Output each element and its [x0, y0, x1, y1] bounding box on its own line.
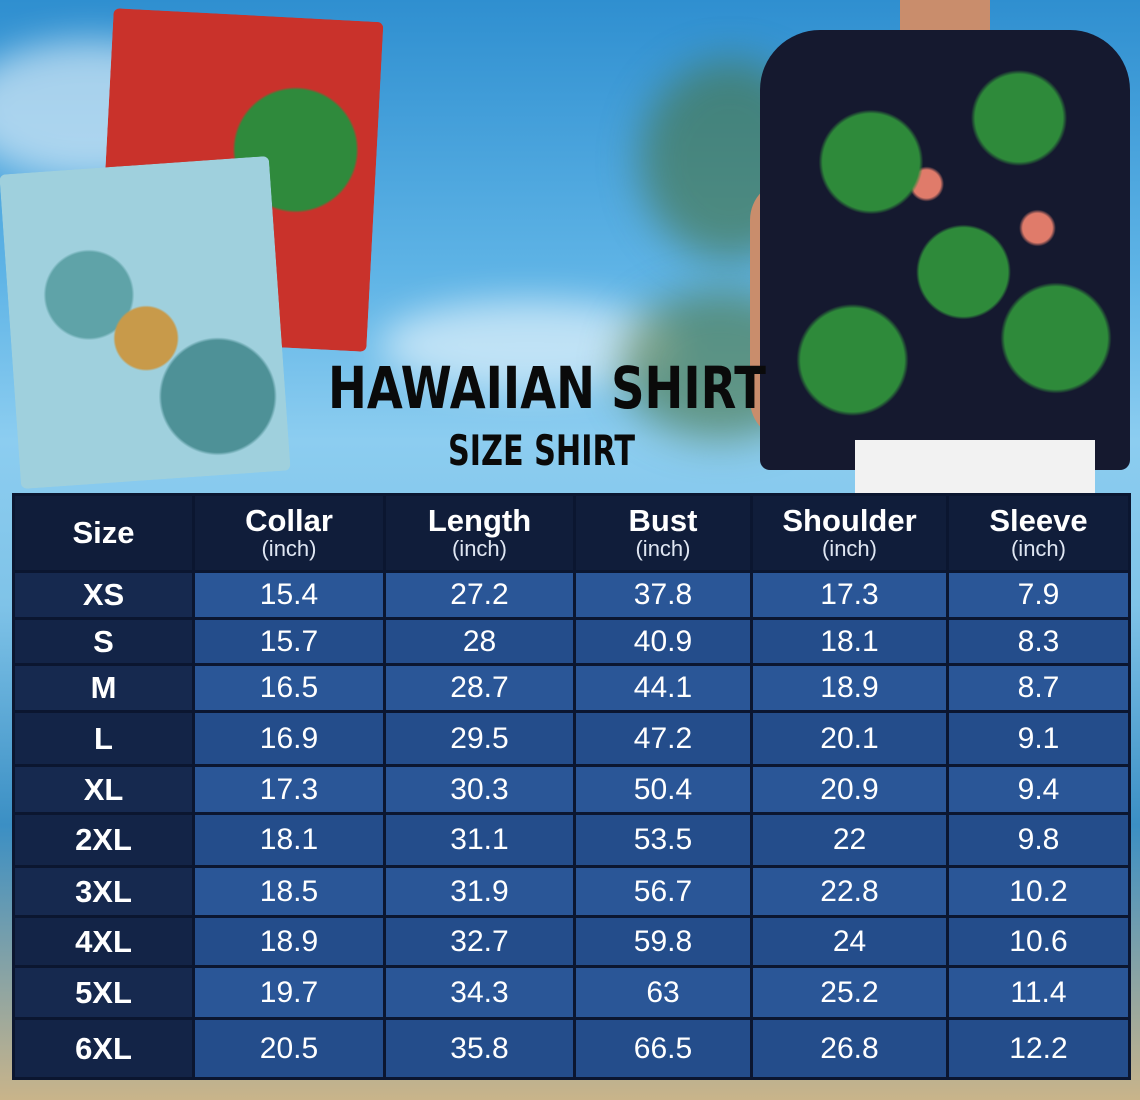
value-cell-length: 31.9	[383, 865, 576, 918]
model-pants	[855, 440, 1095, 500]
table-header-row: Size Collar (inch) Length (inch) Bust (inch) Sh…	[12, 493, 1131, 573]
value-cell-length: 31.1	[383, 812, 576, 868]
table-row: 3XL 18.5 31.9 56.7 22.8 10.2	[12, 865, 1131, 918]
value-cell-shoulder: 18.9	[750, 663, 949, 713]
value-cell-length: 32.7	[383, 915, 576, 968]
size-cell: 6XL	[12, 1017, 195, 1080]
size-table: Size Collar (inch) Length (inch) Bust (inch) Sh…	[12, 493, 1131, 1080]
value-cell-collar: 16.5	[192, 663, 386, 713]
value-cell-length: 28	[383, 617, 576, 666]
value-cell-collar: 15.4	[192, 570, 386, 620]
value-cell-collar: 18.9	[192, 915, 386, 968]
value-cell-bust: 53.5	[573, 812, 753, 868]
value-cell-sleeve: 8.7	[946, 663, 1131, 713]
value-cell-bust: 59.8	[573, 915, 753, 968]
value-cell-bust: 63	[573, 965, 753, 1020]
value-cell-sleeve: 12.2	[946, 1017, 1131, 1080]
value-cell-bust: 47.2	[573, 710, 753, 767]
value-cell-shoulder: 24	[750, 915, 949, 968]
header-unit: (inch)	[451, 536, 507, 561]
table-row: S 15.7 28 40.9 18.1 8.3	[12, 617, 1131, 666]
value-cell-collar: 17.3	[192, 764, 386, 815]
value-cell-shoulder: 22	[750, 812, 949, 868]
page-subtitle: SIZE SHIRT	[448, 426, 636, 475]
size-cell: 3XL	[12, 865, 195, 918]
column-header-length: Length (inch)	[383, 493, 576, 573]
column-header-shoulder: Shoulder (inch)	[750, 493, 949, 573]
size-cell: 5XL	[12, 965, 195, 1020]
value-cell-shoulder: 17.3	[750, 570, 949, 620]
column-header-bust: Bust (inch)	[573, 493, 753, 573]
header-unit: (inch)	[821, 536, 877, 561]
value-cell-shoulder: 25.2	[750, 965, 949, 1020]
folded-blue-shirt-image	[0, 155, 291, 490]
value-cell-sleeve: 9.4	[946, 764, 1131, 815]
table-row: XS 15.4 27.2 37.8 17.3 7.9	[12, 570, 1131, 620]
table-row: 5XL 19.7 34.3 63 25.2 11.4	[12, 965, 1131, 1020]
value-cell-length: 34.3	[383, 965, 576, 1020]
value-cell-collar: 18.1	[192, 812, 386, 868]
size-cell: 4XL	[12, 915, 195, 968]
value-cell-collar: 18.5	[192, 865, 386, 918]
size-cell: 2XL	[12, 812, 195, 868]
value-cell-length: 35.8	[383, 1017, 576, 1080]
page-title: HAWAIIAN SHIRT	[328, 354, 766, 422]
value-cell-bust: 37.8	[573, 570, 753, 620]
value-cell-sleeve: 9.1	[946, 710, 1131, 767]
column-header-collar: Collar (inch)	[192, 493, 386, 573]
value-cell-bust: 66.5	[573, 1017, 753, 1080]
value-cell-collar: 15.7	[192, 617, 386, 666]
value-cell-shoulder: 20.9	[750, 764, 949, 815]
value-cell-shoulder: 26.8	[750, 1017, 949, 1080]
value-cell-bust: 40.9	[573, 617, 753, 666]
table-row: M 16.5 28.7 44.1 18.9 8.7	[12, 663, 1131, 713]
size-cell: L	[12, 710, 195, 767]
size-cell: XS	[12, 570, 195, 620]
value-cell-sleeve: 7.9	[946, 570, 1131, 620]
value-cell-sleeve: 10.6	[946, 915, 1131, 968]
value-cell-collar: 20.5	[192, 1017, 386, 1080]
value-cell-sleeve: 8.3	[946, 617, 1131, 666]
value-cell-length: 30.3	[383, 764, 576, 815]
header-unit: (inch)	[1010, 536, 1066, 561]
size-cell: XL	[12, 764, 195, 815]
value-cell-length: 27.2	[383, 570, 576, 620]
size-cell: S	[12, 617, 195, 666]
value-cell-length: 29.5	[383, 710, 576, 767]
value-cell-shoulder: 22.8	[750, 865, 949, 918]
header-label: Bust	[628, 503, 698, 538]
header-unit: (inch)	[261, 536, 317, 561]
column-header-size: Size	[12, 493, 195, 573]
header-label: Collar	[245, 503, 333, 538]
value-cell-bust: 56.7	[573, 865, 753, 918]
value-cell-collar: 16.9	[192, 710, 386, 767]
column-header-sleeve: Sleeve (inch)	[946, 493, 1131, 573]
header-label: Shoulder	[782, 503, 917, 538]
size-cell: M	[12, 663, 195, 713]
table-row: 2XL 18.1 31.1 53.5 22 9.8	[12, 812, 1131, 868]
value-cell-length: 28.7	[383, 663, 576, 713]
model-flamingo-shirt-image	[760, 30, 1130, 470]
value-cell-shoulder: 20.1	[750, 710, 949, 767]
header-label: Length	[427, 503, 532, 538]
value-cell-bust: 44.1	[573, 663, 753, 713]
header-label: Sleeve	[989, 503, 1088, 538]
table-row: L 16.9 29.5 47.2 20.1 9.1	[12, 710, 1131, 767]
value-cell-sleeve: 9.8	[946, 812, 1131, 868]
header-unit: (inch)	[635, 536, 691, 561]
value-cell-bust: 50.4	[573, 764, 753, 815]
value-cell-sleeve: 11.4	[946, 965, 1131, 1020]
value-cell-shoulder: 18.1	[750, 617, 949, 666]
value-cell-collar: 19.7	[192, 965, 386, 1020]
table-row: XL 17.3 30.3 50.4 20.9 9.4	[12, 764, 1131, 815]
table-row: 6XL 20.5 35.8 66.5 26.8 12.2	[12, 1017, 1131, 1080]
header-label: Size	[72, 515, 135, 550]
table-row: 4XL 18.9 32.7 59.8 24 10.6	[12, 915, 1131, 968]
value-cell-sleeve: 10.2	[946, 865, 1131, 918]
